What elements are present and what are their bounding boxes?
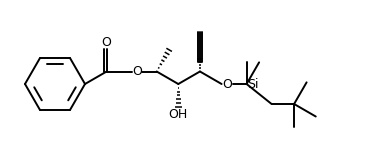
Text: OH: OH: [169, 108, 188, 121]
Text: O: O: [102, 35, 112, 49]
Text: O: O: [133, 65, 142, 78]
Text: O: O: [223, 77, 232, 91]
Text: Si: Si: [247, 77, 258, 91]
